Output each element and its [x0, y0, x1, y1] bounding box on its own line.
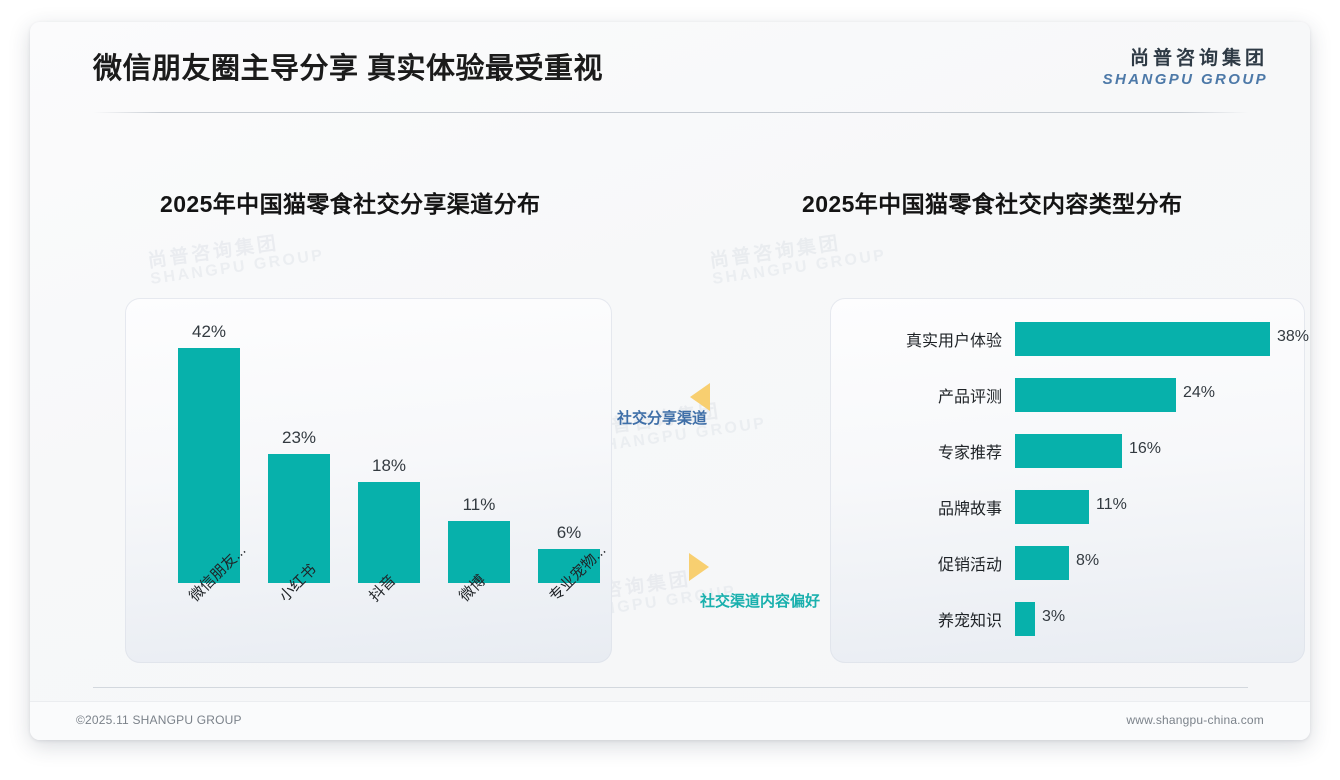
bar-group: 11% 微博	[448, 495, 510, 605]
bar	[1015, 378, 1176, 412]
bar-value-label: 38%	[1277, 328, 1310, 345]
brand-logo: 尚普咨询集团 SHANGPU GROUP	[1103, 48, 1268, 89]
bar-value-label: 6%	[556, 523, 582, 542]
bar-group: 42% 微信朋友...	[178, 322, 249, 605]
bar	[1015, 602, 1035, 636]
bar-value-label: 11%	[462, 495, 496, 514]
connector-bottom-label: 社交渠道内容偏好	[700, 593, 821, 610]
bar	[358, 482, 420, 583]
bar	[178, 348, 240, 583]
bar-group: 18% 抖音	[358, 456, 420, 605]
right-chart-card	[830, 298, 1305, 663]
logo-english-text: SHANGPU GROUP	[1102, 70, 1268, 88]
watermark: 尚普咨询集团 SHANGPU GROUP	[146, 222, 326, 289]
social-content-type-bar-chart: 真实用户体验 38% 产品评测 24% 专家推荐 16% 品牌故事 11% 促销活动 8% 养宠知识…	[830, 298, 1309, 663]
slide-header: 微信朋友圈主导分享 真实体验最受重视 尚普咨询集团 SHANGPU GROUP	[30, 22, 1310, 114]
bar-category-label: 品牌故事	[937, 501, 1002, 518]
bar-group: 23% 小红书	[268, 428, 330, 605]
header-divider	[93, 112, 1248, 113]
watermark-en: SHANGPU GROUP	[711, 246, 888, 289]
bar	[1015, 546, 1069, 580]
arrow-right-icon	[689, 553, 709, 581]
bar-value-label: 8%	[1076, 552, 1100, 569]
arrow-left-icon	[690, 383, 710, 411]
bar	[1015, 322, 1270, 356]
bar-row: 品牌故事 11%	[830, 490, 1305, 524]
bar	[448, 521, 510, 583]
logo-chinese-text: 尚普咨询集团	[1129, 48, 1268, 69]
social-share-channel-bar-chart: 42% 微信朋友... 23% 小红书 18% 抖音 11% 微博 6% 专业宠物...	[125, 298, 612, 663]
bar-row: 真实用户体验 38%	[830, 322, 1309, 356]
bar-value-label: 18%	[371, 456, 407, 475]
watermark: 尚普咨询集团 SHANGPU GROUP	[708, 222, 888, 289]
watermark-cn: 尚普咨询集团	[708, 233, 843, 273]
source-divider	[93, 687, 1248, 688]
bar-row: 专家推荐 16%	[830, 434, 1305, 468]
bar-value-label: 3%	[1042, 608, 1066, 625]
connector-top-label: 社交分享渠道	[617, 410, 708, 427]
bar-value-label: 42%	[191, 322, 227, 341]
bar-category-label: 养宠知识	[937, 613, 1002, 630]
bar-category-label: 产品评测	[937, 389, 1002, 406]
bar-value-label: 24%	[1183, 384, 1216, 401]
bar-row: 产品评测 24%	[830, 378, 1305, 412]
slide-canvas: 微信朋友圈主导分享 真实体验最受重视 尚普咨询集团 SHANGPU GROUP …	[30, 22, 1310, 740]
copyright-text: ©2025.11 SHANGPU GROUP	[76, 713, 242, 727]
watermark-en: SHANGPU GROUP	[149, 246, 326, 289]
bar	[1015, 434, 1122, 468]
left-chart-title: 2025年中国猫零食社交分享渠道分布	[160, 191, 541, 217]
right-chart-title: 2025年中国猫零食社交内容类型分布	[802, 191, 1183, 217]
bar-group: 6% 专业宠物...	[538, 523, 609, 605]
page-title: 微信朋友圈主导分享 真实体验最受重视	[93, 53, 604, 85]
watermark-cn: 尚普咨询集团	[146, 233, 281, 273]
bar-category-label: 真实用户体验	[905, 333, 1002, 350]
website-link[interactable]: www.shangpu-china.com	[1126, 713, 1264, 727]
footer-bar: ©2025.11 SHANGPU GROUP www.shangpu-china…	[30, 701, 1310, 740]
bar-category-label: 促销活动	[937, 557, 1002, 574]
bar-value-label: 23%	[281, 428, 317, 447]
bar-row: 促销活动 8%	[830, 546, 1305, 580]
bar	[1015, 490, 1089, 524]
bar-value-label: 16%	[1129, 440, 1162, 457]
bar-row: 养宠知识 3%	[830, 602, 1305, 636]
bar	[268, 454, 330, 583]
bar-category-label: 专家推荐	[937, 445, 1002, 462]
bar	[538, 549, 600, 583]
bar-value-label: 11%	[1096, 496, 1127, 513]
